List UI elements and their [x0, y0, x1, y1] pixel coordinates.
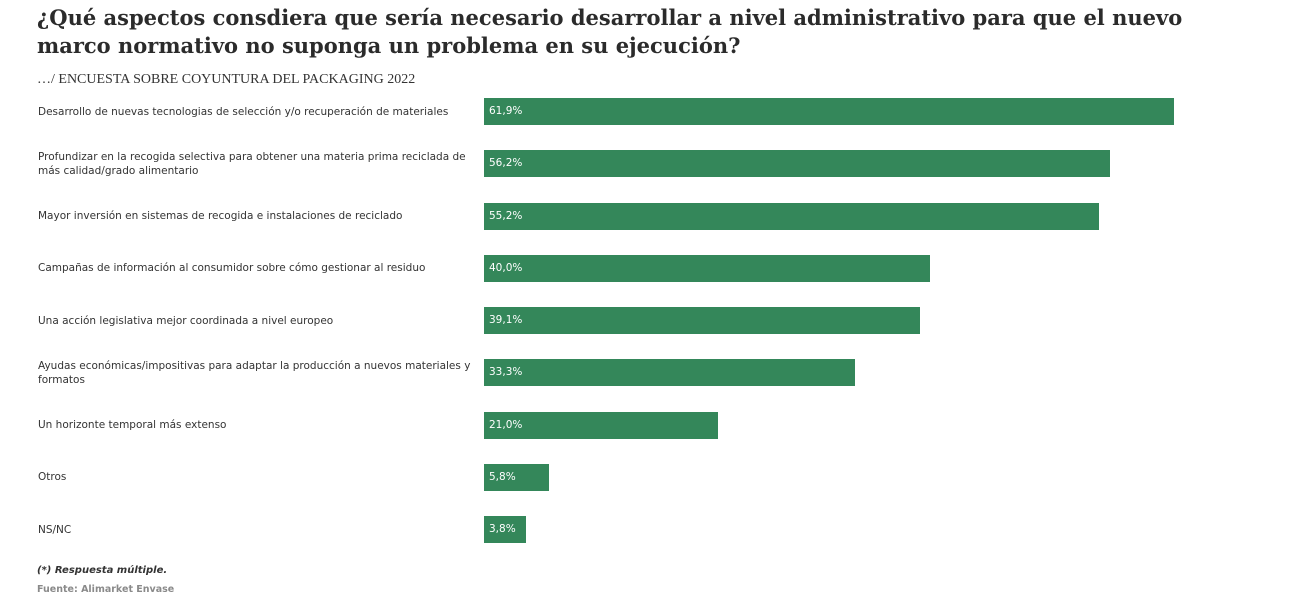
value-label: 33,3% [489, 366, 523, 379]
category-label: Una acción legislativa mejor coordinada … [38, 314, 334, 327]
bar [484, 463, 549, 491]
chart-title: ¿Qué aspectos consdiera que sería necesa… [37, 5, 1183, 58]
category-label: Campañas de información al consumidor so… [38, 262, 426, 275]
value-label: 21,0% [489, 418, 523, 431]
bar [484, 411, 719, 439]
bar [484, 150, 1111, 178]
value-label: 56,2% [489, 157, 523, 170]
value-label: 55,2% [489, 209, 523, 222]
value-label: 61,9% [489, 105, 523, 117]
category-label: Un horizonte temporal más extenso [38, 419, 227, 431]
value-label: 40,0% [489, 261, 523, 274]
bar [484, 98, 1174, 125]
bar-row: Una acción legislativa mejor coordinada … [0, 307, 1290, 334]
source-note: Fuente: Alimarket Envase [37, 584, 175, 595]
bar-row: NS/NC 3,8% [0, 516, 1290, 543]
category-label: Otros [38, 471, 67, 484]
bar [484, 359, 856, 387]
bar-row: Campañas de información al consumidor so… [0, 254, 1290, 282]
bar-row: Profundizar en la recogida selectiva par… [0, 150, 1290, 178]
category-label: Desarrollo de nuevas tecnologias de sele… [38, 105, 449, 118]
bar [484, 202, 1100, 230]
category-label: Ayudas económicas/impositivas para adapt… [38, 359, 471, 386]
footnote: (*) Respuesta múltiple. [37, 565, 168, 576]
bar-row: Ayudas económicas/impositivas para adapt… [0, 359, 1290, 387]
bar-row: Desarrollo de nuevas tecnologias de sele… [0, 98, 1290, 125]
value-label: 3,8% [489, 523, 516, 535]
category-label: NS/NC [38, 523, 72, 536]
category-label: Mayor inversión en sistemas de recogida … [38, 210, 403, 222]
bar [484, 516, 527, 543]
bar-row: Otros 5,8% [0, 463, 1290, 491]
bar [484, 254, 930, 282]
bar-row: Un horizonte temporal más extenso 21,0% [0, 411, 1290, 439]
bar [484, 307, 920, 334]
category-label: Profundizar en la recogida selectiva par… [38, 150, 466, 177]
chart-subtitle: …/ ENCUESTA SOBRE COYUNTURA DEL PACKAGIN… [37, 72, 416, 87]
value-label: 5,8% [489, 470, 516, 483]
value-label: 39,1% [489, 314, 523, 326]
bar-row: Mayor inversión en sistemas de recogida … [0, 202, 1290, 230]
